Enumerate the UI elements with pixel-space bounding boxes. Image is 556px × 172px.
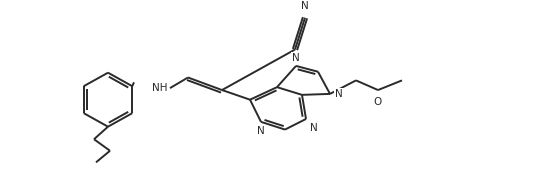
Text: NH: NH — [152, 83, 168, 93]
Text: N: N — [310, 123, 317, 133]
Text: N: N — [257, 126, 265, 136]
Text: N: N — [292, 53, 300, 63]
Text: N: N — [301, 1, 309, 11]
Text: O: O — [374, 97, 382, 107]
Text: N: N — [335, 89, 342, 99]
